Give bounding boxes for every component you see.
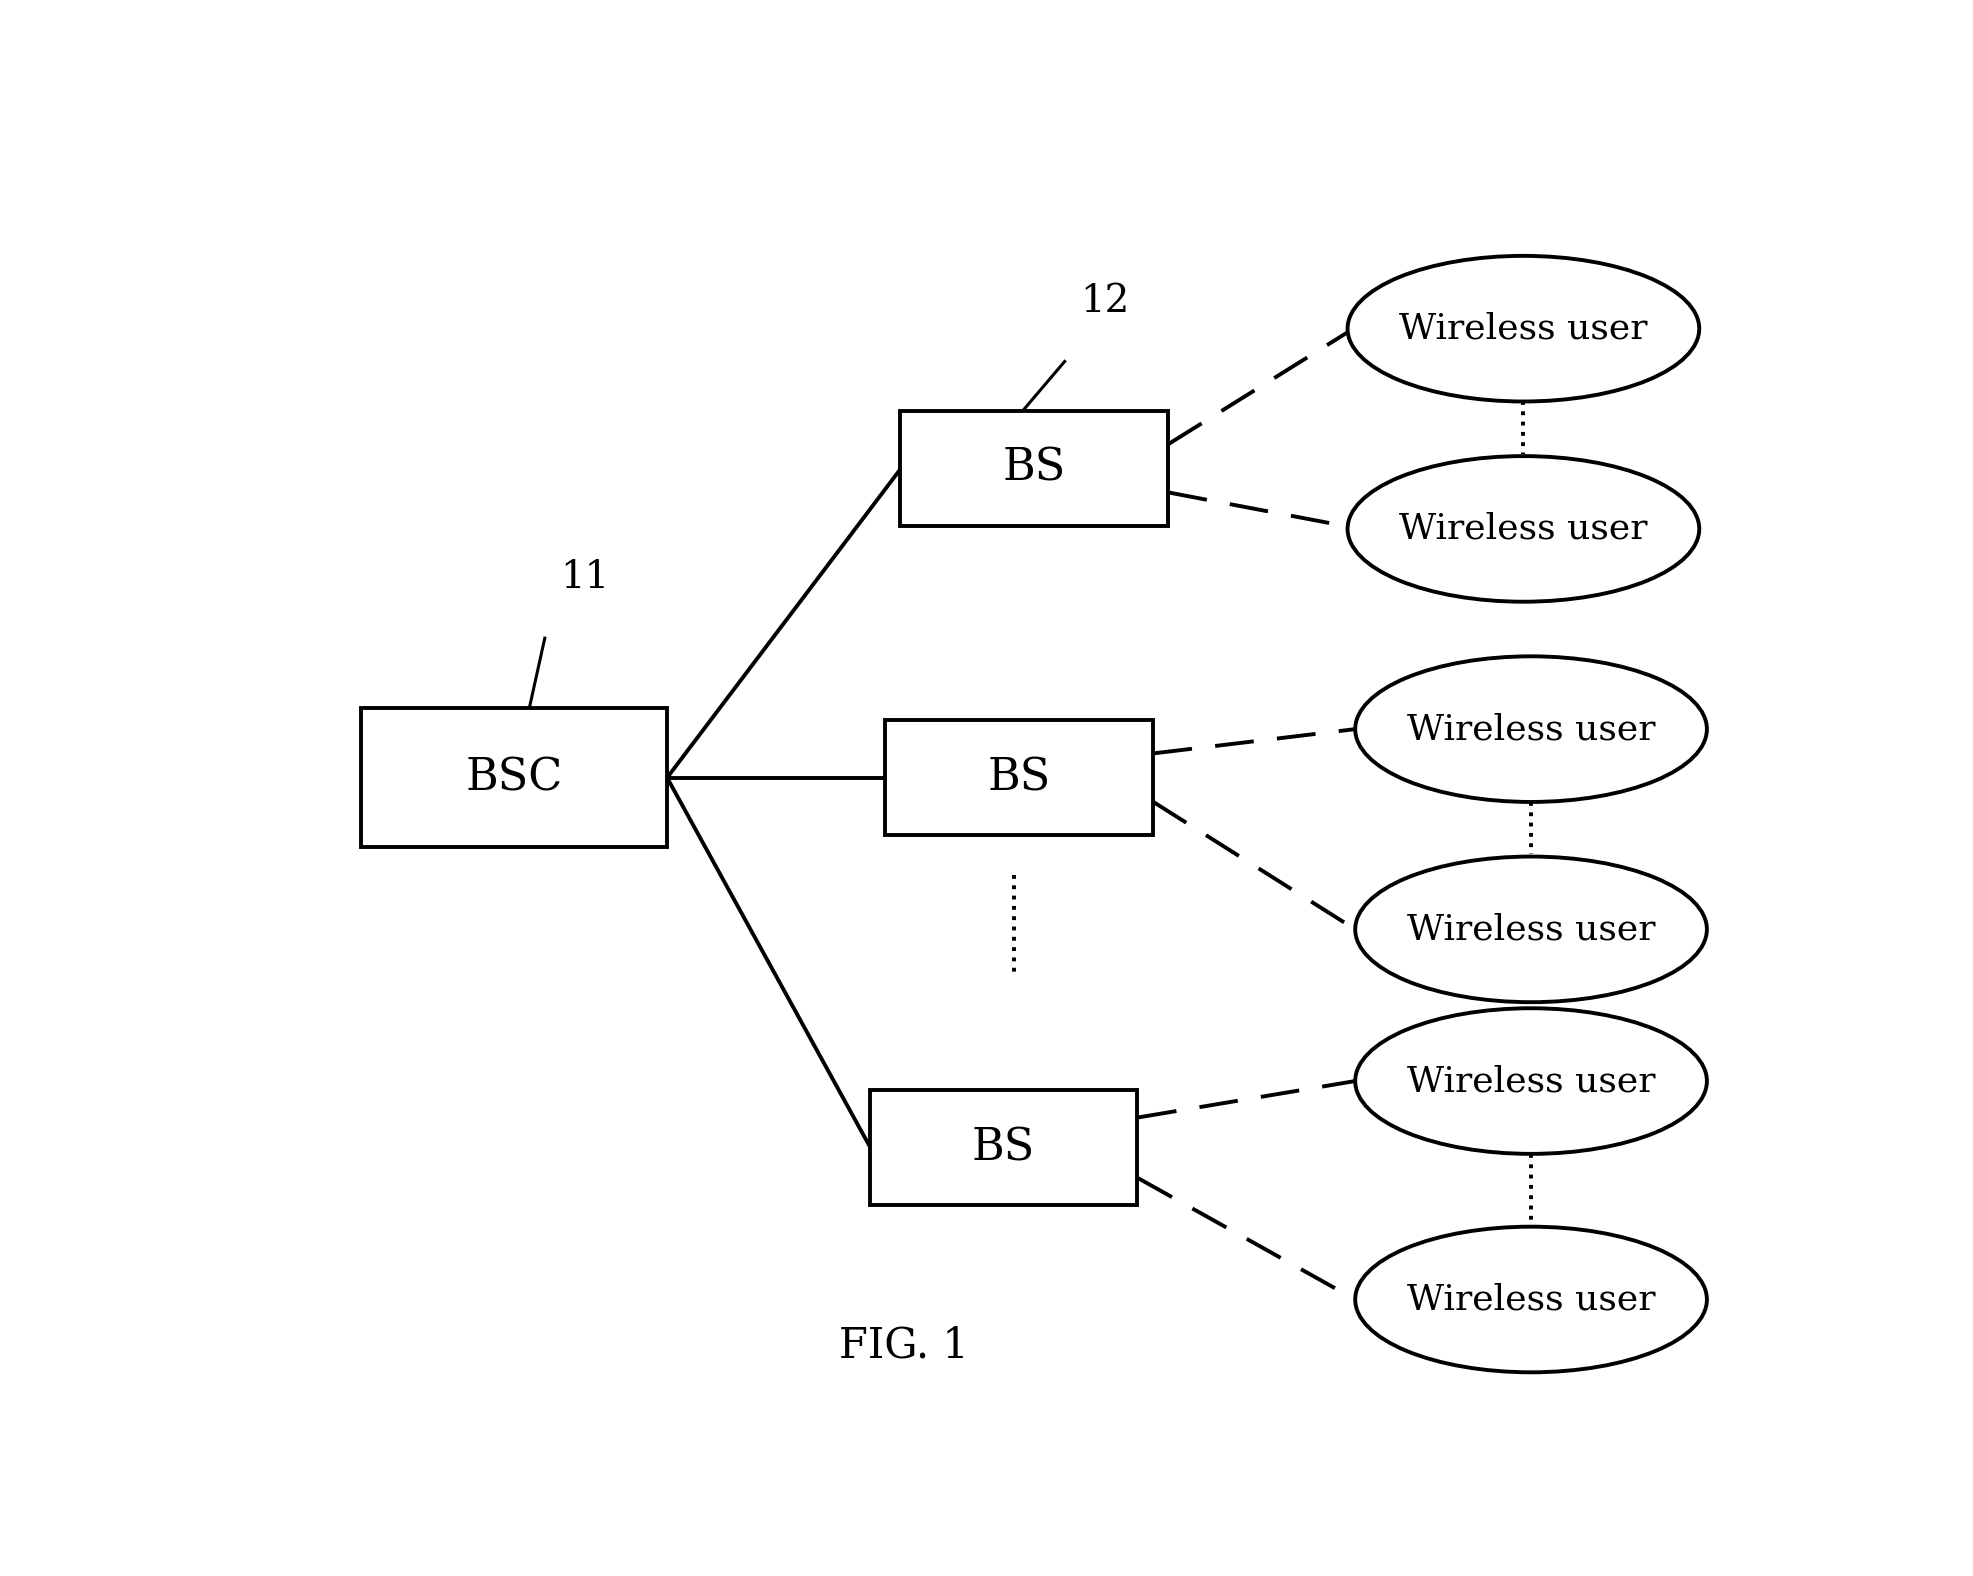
Text: FIG. 1: FIG. 1 [839, 1324, 969, 1366]
FancyBboxPatch shape [900, 411, 1168, 526]
Text: Wireless user: Wireless user [1407, 1064, 1655, 1098]
Ellipse shape [1355, 1226, 1707, 1373]
Text: 11: 11 [560, 558, 610, 596]
FancyBboxPatch shape [361, 708, 667, 848]
Ellipse shape [1355, 1009, 1707, 1154]
Text: 12: 12 [1079, 284, 1129, 320]
Text: Wireless user: Wireless user [1399, 312, 1647, 345]
Text: Wireless user: Wireless user [1407, 913, 1655, 946]
Ellipse shape [1348, 255, 1699, 402]
Ellipse shape [1348, 455, 1699, 602]
Text: BSC: BSC [466, 756, 562, 799]
Ellipse shape [1355, 656, 1707, 802]
Text: BS: BS [1002, 446, 1065, 490]
Text: BS: BS [986, 756, 1050, 799]
Text: Wireless user: Wireless user [1407, 712, 1655, 745]
Ellipse shape [1355, 857, 1707, 1002]
Text: Wireless user: Wireless user [1407, 1283, 1655, 1316]
FancyBboxPatch shape [870, 1091, 1136, 1206]
FancyBboxPatch shape [886, 720, 1152, 835]
Text: BS: BS [973, 1127, 1036, 1169]
Text: Wireless user: Wireless user [1399, 512, 1647, 545]
